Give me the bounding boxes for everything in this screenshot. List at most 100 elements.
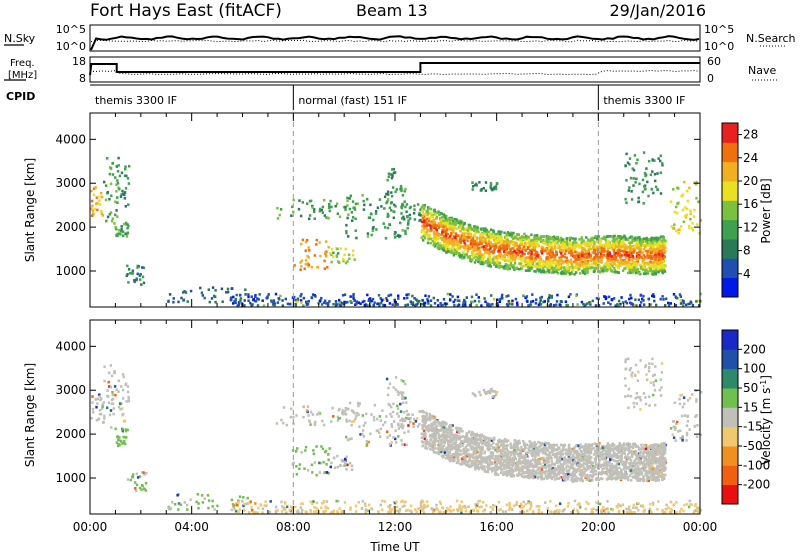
echo-cell [280,418,283,422]
echo-cell [583,249,586,252]
echo-cell [475,184,478,187]
echo-cell [106,215,110,219]
echo-cell [657,157,660,160]
echo-cell [646,271,649,275]
echo-cell [211,505,214,508]
echo-cell [119,232,122,236]
echo-cell [103,379,106,383]
echo-cell [443,425,446,428]
echo-cell [533,238,536,242]
echo-cell [344,205,347,209]
echo-cell [121,428,125,431]
echo-cell [458,435,461,438]
echo-cell [118,187,121,191]
echo-cell [272,299,276,302]
echo-cell [372,226,375,229]
echo-cell [425,226,428,230]
echo-cell [388,382,392,386]
echo-cell [595,254,598,257]
echo-cell [542,270,546,274]
echo-cell [302,296,306,300]
echo-cell [524,249,527,252]
echo-cell [591,241,594,244]
echo-cell [371,229,374,232]
echo-cell [348,257,351,260]
echo-cell [597,235,600,238]
echo-cell [573,245,576,249]
echo-cell [659,238,662,241]
echo-cell [463,236,466,240]
echo-cell [533,265,537,268]
echo-cell [642,185,646,188]
echo-cell [581,265,585,269]
echo-cell [385,377,389,381]
echo-cell [637,236,640,240]
echo-cell [653,262,656,266]
echo-cell [503,264,507,268]
echo-cell [376,429,380,432]
echo-cell [635,161,638,165]
echo-cell [300,242,303,246]
cpid-segment-label: normal (fast) 151 IF [298,94,407,107]
echo-cell [594,304,598,307]
echo-cell [649,244,652,247]
echo-cell [535,237,539,240]
echo-cell [116,232,119,236]
echo-cell [650,187,654,191]
echo-cell [553,247,557,250]
echo-cell [114,393,117,397]
echo-cell [474,467,477,471]
echo-cell [342,411,346,415]
echo-cell [495,246,498,249]
echo-cell [649,173,652,177]
echo-cell [402,410,406,414]
echo-cell [91,401,94,404]
echo-cell [354,202,358,206]
echo-cell [620,243,624,246]
echo-cell [247,299,250,303]
echo-cell [618,252,622,256]
echo-cell [644,364,648,367]
echo-cell [558,259,562,262]
echo-cell [582,247,586,250]
echo-cell [387,386,390,390]
echo-cell [677,201,680,205]
echo-cell [431,213,434,217]
echo-cell [599,257,603,261]
echo-cell [370,413,373,416]
echo-cell [238,495,242,498]
echo-cell [500,236,503,239]
echo-cell [538,237,541,241]
echo-cell [573,255,576,258]
echo-cell [354,417,357,421]
echo-cell [551,240,555,244]
echo-cell [425,413,428,416]
echo-cell [394,388,398,391]
echo-cell [98,199,101,202]
echo-cell [455,436,458,439]
echo-cell [688,186,691,190]
echo-cell [482,253,486,257]
echo-cell [519,256,522,260]
echo-cell [492,229,495,232]
echo-cell [357,301,360,304]
echo-cell [644,365,647,369]
echo-cell [447,250,450,253]
echo-cell [578,267,581,271]
echo-cell [654,403,657,407]
echo-cell [124,428,128,431]
echo-cell [416,299,419,302]
echo-cell [654,270,657,274]
echo-cell [448,435,451,438]
echo-cell [124,187,128,190]
echo-cell [511,247,514,250]
echo-cell [446,428,449,432]
echo-cell [631,236,634,240]
echo-cell [443,421,447,424]
echo-cell [505,267,508,270]
echo-cell [401,395,405,399]
echo-cell [323,214,327,217]
echo-cell [127,225,130,228]
echo-cell [633,304,636,307]
echo-cell [466,256,470,259]
